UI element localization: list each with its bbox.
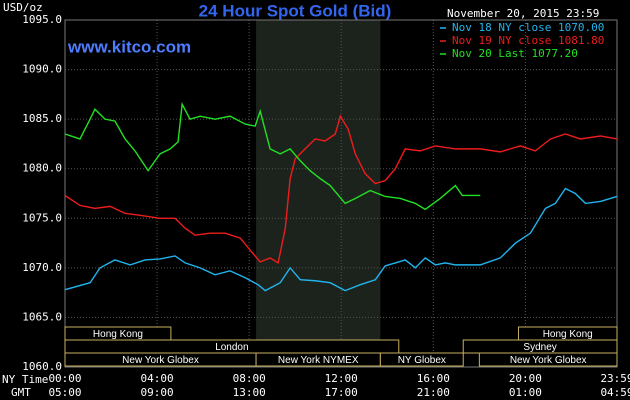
session-label: NY Globex: [398, 355, 446, 366]
y-tick-label: 1090.0: [22, 63, 62, 76]
timestamp: November 20, 2015 23:59: [447, 7, 599, 20]
session-shade: [256, 20, 381, 367]
y-tick-label: 1065.0: [22, 310, 62, 323]
series-line: [64, 187, 618, 292]
session-box: [379, 352, 464, 367]
x-tick-label: 20:00: [509, 372, 542, 385]
chart-title: 24 Hour Spot Gold (Bid): [199, 1, 392, 20]
site-label: www.kitco.com: [67, 37, 191, 56]
session-box: [517, 326, 618, 341]
x-tick-label-gmt: 17:00: [325, 386, 358, 399]
y-tick-label: 1075.0: [22, 211, 62, 224]
x-tick-label-gmt: 21:00: [417, 386, 450, 399]
y-tick-label: 1085.0: [22, 112, 62, 125]
series-line: [64, 114, 618, 265]
series-line: [64, 101, 481, 211]
y-tick-label: 1060.0: [22, 360, 62, 373]
session-label: New York Globex: [122, 355, 199, 366]
x-tick-label: 00:00: [48, 372, 81, 385]
x-tick-label: 23:59: [600, 372, 630, 385]
session-label: New York Globex: [510, 355, 587, 366]
legend-label: Nov 18 NY close 1070.00: [452, 21, 604, 34]
x-tick-label: 16:00: [417, 372, 450, 385]
x-tick-label-gmt: 05:00: [48, 386, 81, 399]
session-label: Hong Kong: [93, 329, 143, 340]
x-row-label: NY Time: [2, 373, 48, 386]
plot-frame: [64, 19, 618, 368]
x-tick-label-gmt: 01:00: [509, 386, 542, 399]
session-label: Sydney: [523, 342, 556, 353]
y-tick-label: 1080.0: [22, 162, 62, 175]
y-tick-label: 1070.0: [22, 261, 62, 274]
session-label: London: [215, 342, 248, 353]
y-axis-label: USD/oz: [3, 1, 43, 14]
x-row-label: GMT: [11, 386, 31, 399]
y-tick-label: 1095.0: [22, 13, 62, 26]
x-tick-label-gmt: 09:00: [141, 386, 174, 399]
x-tick-label: 12:00: [325, 372, 358, 385]
x-tick-label-gmt: 04:59: [600, 386, 630, 399]
legend-label: Nov 19 NY close 1081.80: [452, 34, 604, 47]
x-tick-label: 04:00: [141, 372, 174, 385]
legend-label: Nov 20 Last 1077.20: [452, 47, 578, 60]
x-tick-label: 08:00: [233, 372, 266, 385]
session-box: [478, 352, 618, 367]
x-tick-label-gmt: 13:00: [233, 386, 266, 399]
session-label: Hong Kong: [543, 329, 593, 340]
session-label: New York NYMEX: [278, 355, 359, 366]
